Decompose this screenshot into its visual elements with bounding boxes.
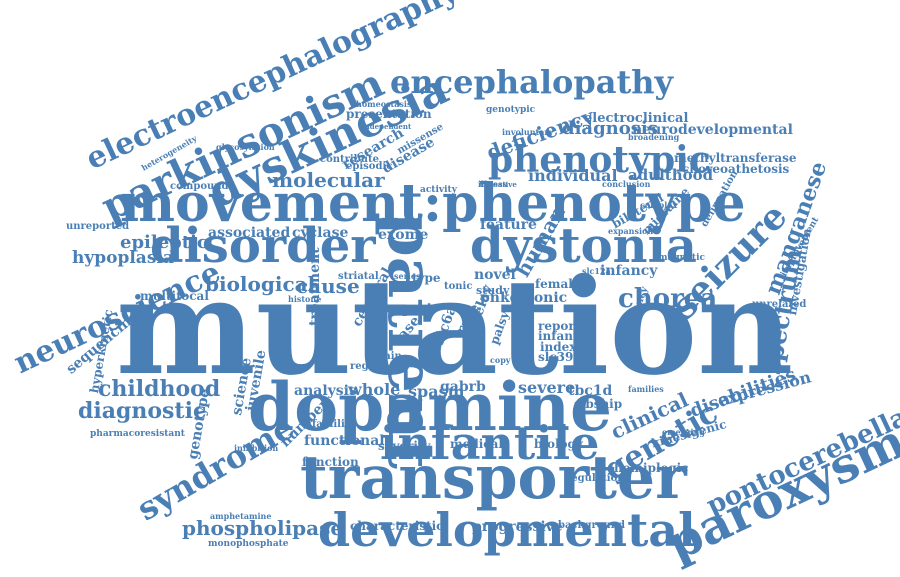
word-analysis: analysis [294,383,357,399]
word-tbc1d: tbc1d [568,383,613,399]
word-spasm: spasm [408,382,465,401]
word-chorea: chorea [618,284,718,314]
word-childhood: childhood [98,376,221,402]
word-familial: familial [312,419,356,430]
word-causative: causative [480,180,517,189]
word-conclusion: conclusion [602,179,651,189]
word-emerging: emerging [662,427,705,437]
word-movement-phenotype: movement:phenotype [120,173,746,234]
word-striatal: striatal [338,271,379,282]
word-episodic: episodic [346,161,393,172]
word-families: families [628,384,664,394]
word-sibship: sibship [574,397,623,411]
word-disorder: disorder [150,218,376,274]
word-pnkd: pnkd [480,290,520,306]
word-infantile: infantile [380,416,600,470]
word-prrt: prrt [402,301,434,317]
word-gabrb: gabrb [440,379,486,395]
word-magnetic: magnetic [658,253,705,263]
word-amphetamine: amphetamine [210,511,272,521]
word-homeostasis: homeostasis [356,99,412,109]
word-expansion: expansion [608,226,654,236]
word-phospholipase: phospholipase [182,516,344,540]
word-broadening: broadening [628,132,680,142]
word-methyltransferase: methyltransferase [674,151,797,165]
word-compound: compound [170,181,229,192]
word-epileptic: epileptic [120,232,208,253]
word-whole: whole [348,380,401,399]
word-severe: severe [518,378,576,397]
word-inhibition: inhibition [234,443,279,453]
word-transporter: transporter [300,443,687,513]
word-female: female [535,277,581,291]
word-adulthood: adulthood [628,166,714,184]
word-choreoathetosis: choreoathetosis [682,162,790,176]
word-clonic: clonic [520,290,568,306]
word-multifocal: multifocal [140,289,209,303]
word-characteristic: characteristic [350,519,444,533]
word-slc39a: slc39a [538,350,582,364]
word-infant: infant [538,329,579,343]
word-functional: functional [304,433,385,449]
word-slc12a: slc12a [582,266,611,276]
word-index: index [540,340,577,354]
word-independent: independent [362,122,412,131]
word-phenotypic: phenotypic [488,139,711,181]
word-treatment: treatment [307,247,323,326]
word-report: report [538,319,581,333]
word-developmental: developmental [318,503,696,557]
word-activity: activity [420,185,457,195]
word-individual: individual [528,166,618,185]
word-background: background [558,520,625,531]
word-complex: complex [640,200,678,210]
word-histone: histone [288,294,322,304]
word-copy: copy [490,355,511,365]
word-study: study [476,284,510,297]
word-mutation: mutation [116,250,794,405]
word-molecular: molecular [272,168,385,192]
word-type: type [412,271,441,285]
word-cause: cause [296,274,360,298]
word-pharmacoresistant: pharmacoresistant [90,429,185,439]
word-function: function [302,455,359,469]
word-progressive: progressive [472,519,563,535]
word-dystonia: dystonia [470,218,697,274]
word-tonic: tonic [444,281,473,292]
word-involuntary: involuntary [502,127,554,137]
word-brain: brain [372,351,402,362]
word-hypoplasia: hypoplasia [72,248,174,268]
word-region: region [350,361,387,372]
word-unrelated: unrelated [752,299,807,310]
word-monophosphate: monophosphate [208,539,289,549]
word-biological: biological [205,272,316,296]
word-medical: medical [450,437,503,451]
word-regulation: regulation [566,473,625,484]
word-diagnostic: diagnostic [78,398,207,424]
word-electroclinical: electroclinical [584,111,689,126]
word-syndrome: syndrome [130,408,301,529]
word-genotypic: genotypic [486,105,536,115]
word-infancy: infancy [600,263,658,279]
word-illness: illness [478,179,508,189]
word-neurodevelopmental: neurodevelopmental [632,122,793,138]
word-cyclase: cyclase [292,225,349,241]
word-contribute: contribute [320,154,379,165]
word-novel: novel [474,267,516,283]
word-associated: associated [208,225,291,241]
word-presentation: presentation [346,107,432,121]
word-dopamine: dopamine [248,368,612,446]
word-severity: severity [378,439,431,453]
word-encephalopathy: encephalopathy [390,63,674,101]
word-hemiplegic: hemiplegic [614,461,689,475]
word-unreported: unreported [66,221,130,232]
word-feature: feature [480,217,537,233]
word-biology: biology [534,437,583,451]
word-diagnosis: diagnosis [562,118,658,139]
word-series: series [394,271,421,281]
word-exome: exome [378,227,429,243]
word-glycosylation: glycosylation [216,142,275,152]
